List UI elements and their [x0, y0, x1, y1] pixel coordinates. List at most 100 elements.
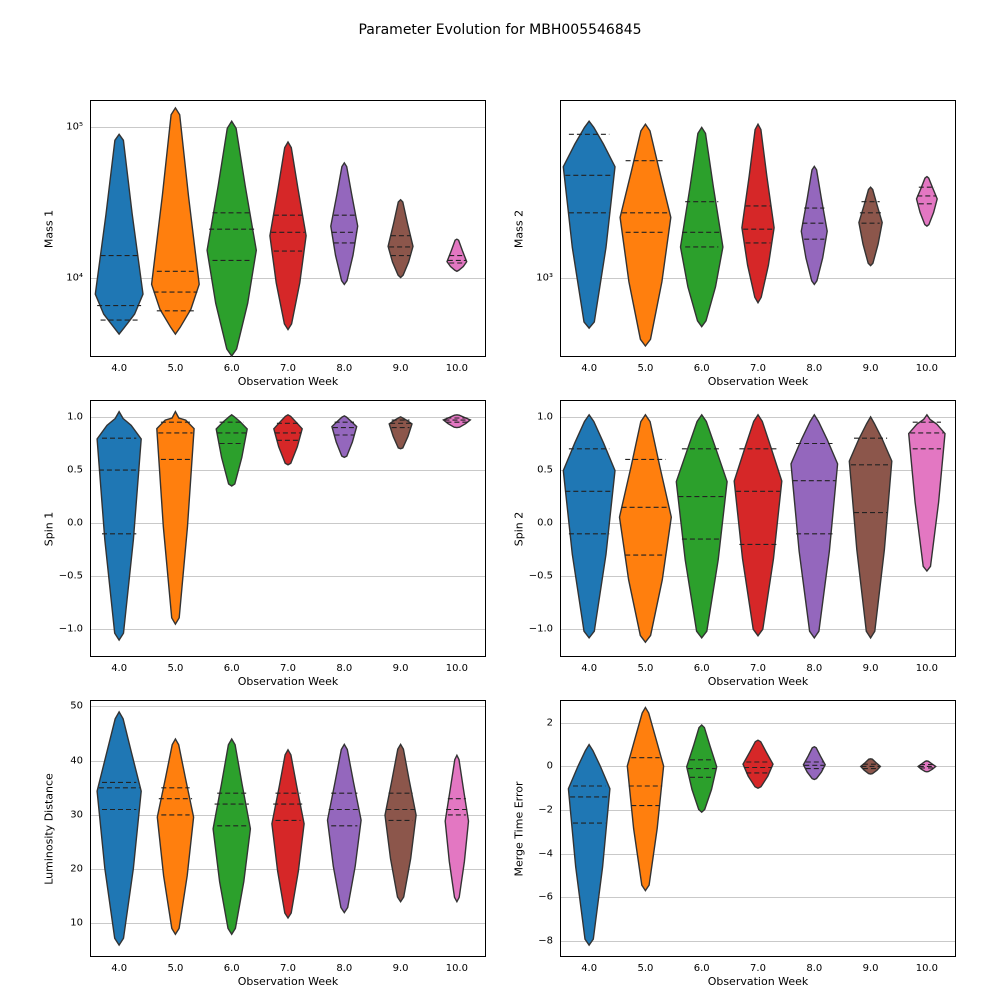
- violin-week-5.0: [152, 108, 200, 334]
- violin-layer: [91, 101, 485, 356]
- xtick-label: 4.0: [581, 963, 597, 974]
- xtick-label: 5.0: [167, 963, 183, 974]
- subplot-spin2: −1.0−0.50.00.51.04.05.06.07.08.09.010.0O…: [560, 400, 956, 657]
- violin-week-10.0: [443, 415, 470, 428]
- violin-week-10.0: [445, 755, 468, 901]
- violin-week-8.0: [791, 415, 838, 638]
- ytick-label: 10: [70, 918, 83, 929]
- ylabel: Spin 2: [513, 511, 526, 546]
- xtick-label: 10.0: [446, 663, 468, 674]
- xtick-label: 9.0: [863, 363, 879, 374]
- xtick-label: 8.0: [806, 663, 822, 674]
- xtick-label: 9.0: [863, 663, 879, 674]
- xtick-label: 8.0: [336, 663, 352, 674]
- ytick-label: −1.0: [529, 624, 553, 635]
- xtick-label: 4.0: [111, 663, 127, 674]
- xtick-label: 9.0: [863, 963, 879, 974]
- ylabel: Luminosity Distance: [43, 773, 56, 885]
- figure: Parameter Evolution for MBH005546845 10⁴…: [0, 0, 1000, 1000]
- ytick-label: −0.5: [529, 571, 553, 582]
- violin-week-4.0: [97, 712, 141, 945]
- ylabel: Spin 1: [43, 511, 56, 546]
- xlabel: Observation Week: [708, 975, 809, 988]
- xtick-label: 6.0: [224, 963, 240, 974]
- violin-week-8.0: [331, 163, 358, 285]
- violin-week-9.0: [389, 417, 412, 449]
- xtick-label: 6.0: [224, 663, 240, 674]
- violin-layer: [561, 701, 955, 956]
- ylabel: Mass 2: [513, 209, 526, 247]
- xtick-label: 5.0: [637, 963, 653, 974]
- xtick-label: 6.0: [694, 963, 710, 974]
- xtick-label: 4.0: [581, 363, 597, 374]
- ytick-label: −4: [538, 848, 553, 859]
- violin-week-5.0: [157, 412, 194, 624]
- violin-week-7.0: [742, 124, 774, 303]
- xtick-label: 10.0: [916, 363, 938, 374]
- xtick-label: 5.0: [167, 663, 183, 674]
- ytick-label: 30: [70, 809, 83, 820]
- ylabel: Merge Time Error: [513, 781, 526, 876]
- subplot-spin1: −1.0−0.50.00.51.04.05.06.07.08.09.010.0O…: [90, 400, 486, 657]
- xtick-label: 7.0: [280, 663, 296, 674]
- ytick-label: 2: [547, 717, 553, 728]
- violin-week-9.0: [859, 187, 882, 265]
- xtick-label: 4.0: [111, 363, 127, 374]
- xtick-label: 6.0: [694, 363, 710, 374]
- violin-week-5.0: [157, 739, 193, 934]
- ytick-label: −0.5: [59, 571, 83, 582]
- violin-week-7.0: [272, 750, 304, 918]
- xlabel: Observation Week: [238, 375, 339, 388]
- xtick-label: 4.0: [111, 963, 127, 974]
- violin-week-9.0: [385, 744, 416, 901]
- violin-week-6.0: [213, 739, 250, 934]
- violin-week-6.0: [207, 121, 256, 356]
- xtick-label: 6.0: [694, 663, 710, 674]
- violin-layer: [91, 701, 485, 956]
- ytick-label: 40: [70, 755, 83, 766]
- xtick-label: 9.0: [393, 963, 409, 974]
- ytick-label: −8: [538, 935, 553, 946]
- xtick-label: 8.0: [336, 363, 352, 374]
- subplot-mass2: 10³4.05.06.07.08.09.010.0Observation Wee…: [560, 100, 956, 357]
- xtick-label: 10.0: [446, 363, 468, 374]
- ytick-label: 10⁵: [66, 122, 83, 133]
- violin-week-10.0: [909, 415, 945, 571]
- violin-week-8.0: [801, 166, 827, 284]
- ytick-label: 50: [70, 701, 83, 712]
- violin-layer: [561, 401, 955, 656]
- figure-title: Parameter Evolution for MBH005546845: [0, 22, 1000, 38]
- ytick-label: 20: [70, 864, 83, 875]
- xtick-label: 4.0: [581, 663, 597, 674]
- xtick-label: 10.0: [916, 663, 938, 674]
- xtick-label: 8.0: [806, 363, 822, 374]
- xtick-label: 7.0: [750, 363, 766, 374]
- violin-week-6.0: [681, 127, 723, 326]
- subplot-lumdist: 10203040504.05.06.07.08.09.010.0Observat…: [90, 700, 486, 957]
- ytick-label: 0.0: [537, 518, 553, 529]
- subplot-mass1: 10⁴10⁵4.05.06.07.08.09.010.0Observation …: [90, 100, 486, 357]
- violin-week-7.0: [734, 415, 782, 636]
- xtick-label: 5.0: [637, 663, 653, 674]
- xtick-label: 7.0: [280, 963, 296, 974]
- xtick-label: 8.0: [806, 963, 822, 974]
- ytick-label: −6: [538, 892, 553, 903]
- violin-layer: [561, 101, 955, 356]
- xtick-label: 9.0: [393, 663, 409, 674]
- violin-week-7.0: [270, 142, 306, 330]
- ytick-label: 1.0: [537, 411, 553, 422]
- xlabel: Observation Week: [708, 375, 809, 388]
- violin-week-5.0: [620, 415, 672, 642]
- xtick-label: 10.0: [916, 963, 938, 974]
- ytick-label: 0.5: [537, 465, 553, 476]
- xtick-label: 7.0: [280, 363, 296, 374]
- xlabel: Observation Week: [238, 675, 339, 688]
- ylabel: Mass 1: [43, 209, 56, 247]
- xtick-label: 5.0: [637, 363, 653, 374]
- violin-week-9.0: [388, 200, 413, 278]
- violin-week-5.0: [627, 708, 663, 891]
- violin-week-6.0: [216, 415, 247, 486]
- ytick-label: 0.0: [67, 518, 83, 529]
- violin-week-7.0: [743, 740, 773, 788]
- violin-week-5.0: [620, 124, 671, 346]
